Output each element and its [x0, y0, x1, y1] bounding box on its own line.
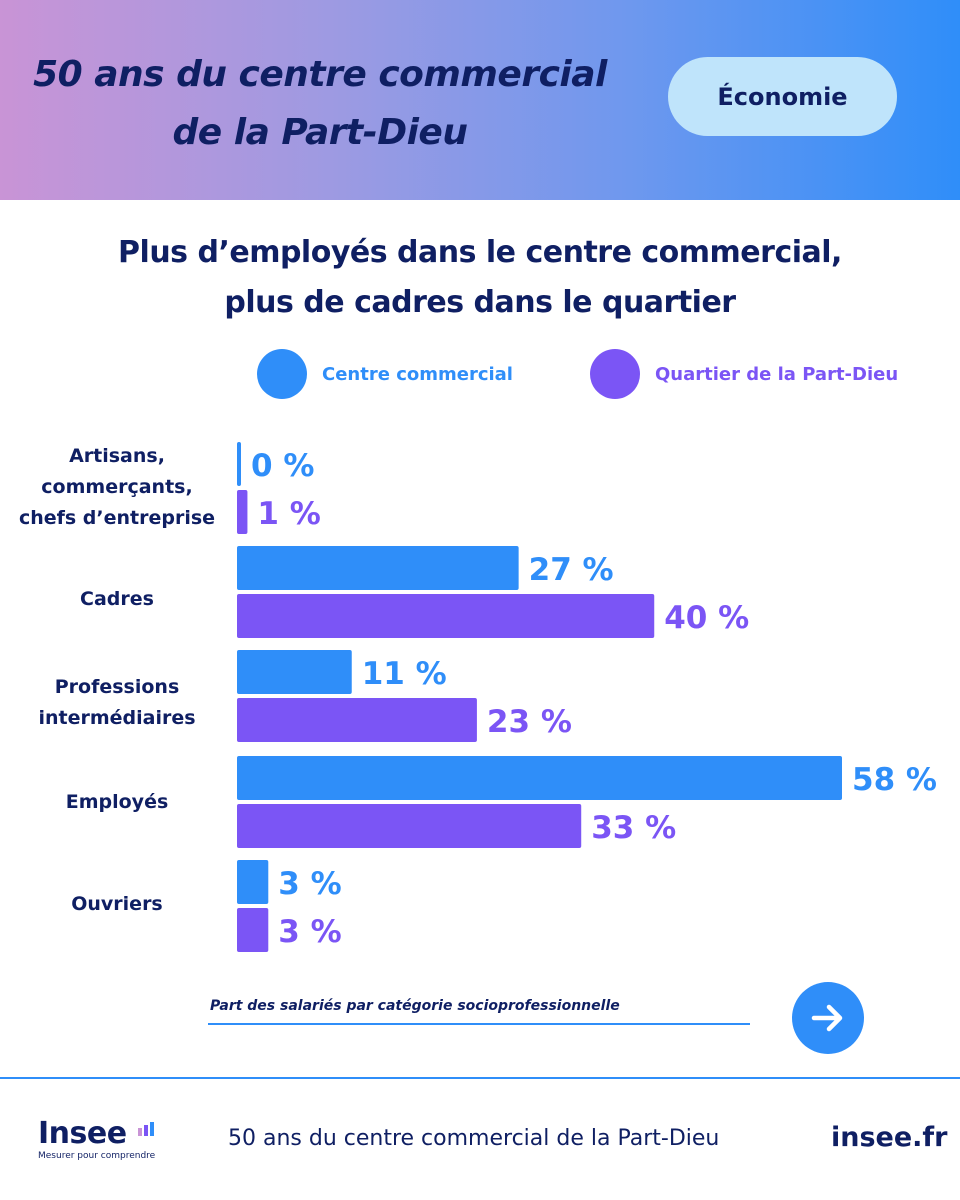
- bar-chart: 0 % 27 % 11 % 58 % 3 % 1 % 40 % 23 % 33 % 3 %: [237, 442, 937, 952]
- category-label-ouvriers: Ouvriers: [0, 889, 234, 920]
- insee-logo-bars-icon: [138, 1122, 154, 1136]
- chart-caption: Part des salariés par catégorie sociopro…: [210, 998, 620, 1014]
- category-label-line: Artisans,: [69, 445, 165, 467]
- value-label-quartier-ouvriers: 3 %: [278, 914, 341, 950]
- legend-dot-icon: [590, 349, 640, 399]
- category-label-line: Cadres: [80, 588, 154, 610]
- bar-quartier-artisans: [237, 490, 248, 534]
- bar-centre-artisans: [237, 442, 241, 486]
- bar-quartier-ouvriers: [237, 908, 269, 952]
- value-label-quartier-artisans: 1 %: [257, 496, 320, 532]
- legend-item-quartier: Quartier de la Part-Dieu: [590, 349, 898, 399]
- value-label-centre-ouvriers: 3 %: [278, 866, 341, 902]
- category-label-line: Ouvriers: [71, 893, 163, 915]
- banner-title: 50 ans du centre commercial de la Part-D…: [20, 46, 620, 162]
- category-label-line: intermédiaires: [38, 707, 196, 729]
- insee-site-link[interactable]: insee.fr: [831, 1122, 948, 1153]
- economie-tag-button[interactable]: Économie: [668, 57, 897, 136]
- bar-quartier-professions: [237, 698, 477, 742]
- logo-wordmark: Insee: [38, 1116, 127, 1151]
- value-label-centre-employes: 58 %: [852, 762, 937, 798]
- category-label-line: Professions: [54, 676, 180, 698]
- value-label-quartier-cadres: 40 %: [664, 600, 749, 636]
- bar-quartier-cadres: [237, 594, 655, 638]
- value-label-quartier-employes: 33 %: [591, 810, 676, 846]
- banner-title-line-1: 50 ans du centre commercial: [33, 54, 607, 95]
- caption-underline: [208, 1023, 750, 1025]
- category-label-cadres: Cadres: [0, 584, 234, 615]
- footer-title: 50 ans du centre commercial de la Part-D…: [228, 1126, 720, 1151]
- category-label-professions: Professions intermédiaires: [0, 672, 234, 734]
- legend-dot-icon: [257, 349, 307, 399]
- legend-item-centre: Centre commercial: [257, 349, 513, 399]
- category-label-line: commerçants,: [41, 476, 193, 498]
- bar-quartier-employes: [237, 804, 582, 848]
- value-label-centre-professions: 11 %: [362, 656, 447, 692]
- chart-title: Plus d’employés dans le centre commercia…: [0, 228, 960, 328]
- logo-tagline: Mesurer pour comprendre: [38, 1151, 156, 1161]
- value-label-centre-cadres: 27 %: [529, 552, 614, 588]
- header-banner: 50 ans du centre commercial de la Part-D…: [0, 0, 960, 200]
- legend-label-quartier: Quartier de la Part-Dieu: [655, 363, 899, 385]
- insee-logo[interactable]: Insee Mesurer pour comprendre: [38, 1116, 156, 1162]
- value-label-quartier-professions: 23 %: [487, 704, 572, 740]
- bar-centre-professions: [237, 650, 352, 694]
- chart-title-line-2: plus de cadres dans le quartier: [224, 285, 736, 320]
- category-label-line: chefs d’entreprise: [18, 507, 216, 529]
- bar-centre-ouvriers: [237, 860, 269, 904]
- footer-divider: [0, 1077, 960, 1079]
- category-label-artisans: Artisans, commerçants, chefs d’entrepris…: [0, 441, 234, 534]
- bar-centre-employes: [237, 756, 842, 800]
- next-button[interactable]: [792, 982, 864, 1054]
- category-label-employes: Employés: [0, 787, 234, 818]
- banner-title-line-2: de la Part-Dieu: [172, 112, 468, 153]
- category-label-line: Employés: [65, 791, 169, 813]
- arrow-right-icon: [811, 1004, 843, 1032]
- value-label-centre-artisans: 0 %: [251, 448, 314, 484]
- legend-label-centre: Centre commercial: [322, 363, 513, 385]
- chart-title-line-1: Plus d’employés dans le centre commercia…: [118, 235, 842, 270]
- bar-centre-cadres: [237, 546, 519, 590]
